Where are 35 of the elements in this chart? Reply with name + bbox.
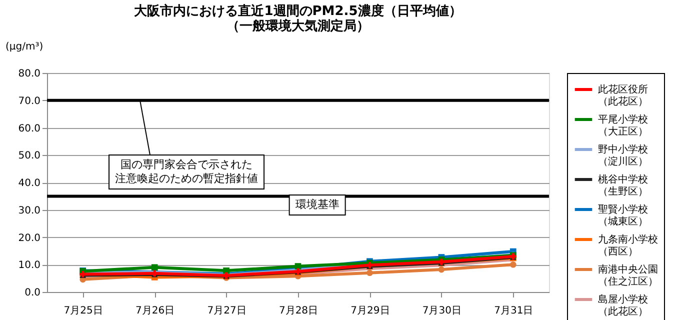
x-tick-label: 7月28日 [278, 306, 318, 316]
legend-label: 桃谷中学校（生野区） [598, 174, 648, 198]
ref-line-label: 環境基準 [295, 198, 340, 211]
y-tick-label: 60.0 [18, 123, 40, 134]
y-tick-label: 30.0 [18, 205, 40, 216]
y-tick-label: 70.0 [18, 96, 40, 107]
point [438, 266, 445, 273]
point [294, 263, 302, 270]
x-tick-label: 7月26日 [136, 306, 175, 316]
point [510, 261, 516, 268]
legend-label: 野中小学校（淀川区） [598, 144, 648, 168]
y-tick-label: 0.0 [24, 288, 40, 298]
legend-label: 南港中央公園（住之江区） [598, 264, 658, 288]
legend-label: 九条南小学校（西区） [598, 234, 658, 258]
text: （一般環境大気測定局） [226, 19, 370, 34]
y-tick-label: 20.0 [18, 232, 40, 244]
x-tick-label: 7月30日 [422, 306, 462, 316]
point [366, 270, 373, 276]
legend-label: 此花区役所（此花区） [598, 84, 648, 108]
point [223, 267, 230, 274]
y-tick-label: 50.0 [18, 150, 40, 162]
y-axis-title: (μg/m³) [6, 42, 44, 52]
x-tick-label: 7月29日 [350, 306, 390, 316]
y-tick-label: 10.0 [18, 260, 40, 272]
text: 大阪市内における直近1週間のPM2.5濃度（日平均値） [134, 4, 462, 19]
x-tick-label: 7月27日 [207, 306, 246, 316]
x-tick-label: 7月31日 [494, 306, 534, 316]
legend-label: 聖賢小学校（城東区） [598, 204, 648, 228]
y-tick-label: 80.0 [18, 68, 40, 80]
x-tick-label: 7月25日 [64, 306, 103, 316]
legend-label: 島屋小学校（此花区） [598, 294, 648, 318]
y-tick-label: 40.0 [18, 178, 40, 189]
ref-line-label: 国の専門家会合で示された注意喚起のための暫定指針値 [115, 158, 258, 185]
point [151, 264, 158, 271]
legend-label: 平尾小学校（大正区） [598, 114, 648, 138]
